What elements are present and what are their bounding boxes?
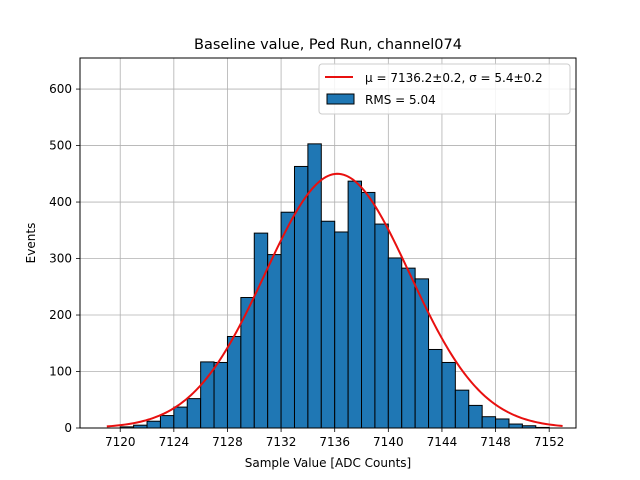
x-tick-label: 7128 <box>212 435 243 449</box>
legend-histogram-swatch <box>326 93 355 105</box>
y-tick-label: 300 <box>49 252 72 266</box>
histogram-bar <box>293 165 309 429</box>
histogram-bar <box>213 361 228 429</box>
y-tick-label: 600 <box>49 82 72 96</box>
y-tick-label: 100 <box>49 365 72 379</box>
legend-fit-mu: μ = 7136.2±0.2, <box>365 71 469 85</box>
histogram-bar <box>495 418 510 429</box>
histogram-bar <box>253 232 269 429</box>
histogram-bar <box>428 348 443 429</box>
histogram-bar <box>280 211 295 429</box>
x-tick-label: 7152 <box>534 435 565 449</box>
x-tick-label: 7132 <box>266 435 297 449</box>
histogram-bar <box>387 257 403 429</box>
x-tick-label: 7148 <box>480 435 511 449</box>
x-tick-label: 7144 <box>427 435 458 449</box>
legend-box <box>318 63 571 115</box>
y-tick-label: 500 <box>49 139 72 153</box>
x-axis-ticks: 7120 7124 7128 7132 7136 7140 7144 7148 7152 <box>105 428 565 449</box>
histogram-bar <box>240 297 255 429</box>
histogram-bar <box>334 231 349 429</box>
legend-fit-label: μ = 7136.2±0.2, σ = 5.4±0.2 <box>365 71 543 85</box>
histogram-bar <box>159 415 175 429</box>
histogram-bar <box>481 416 497 429</box>
chart-title: Baseline value, Ped Run, channel074 <box>194 37 462 53</box>
histogram-bars <box>119 143 550 429</box>
histogram-bar <box>226 335 242 429</box>
x-tick-label: 7140 <box>373 435 404 449</box>
y-axis-label: Events <box>24 223 38 264</box>
histogram-bar <box>441 361 456 429</box>
legend-fit-sigma: σ = 5.4±0.2 <box>469 71 543 85</box>
histogram-bar <box>401 267 416 429</box>
histogram-bar <box>347 180 363 429</box>
gaussian-fit <box>106 172 563 428</box>
histogram-bar <box>186 398 202 429</box>
y-axis-ticks: 0 100 200 300 400 500 600 <box>49 82 80 435</box>
legend-histogram-label: RMS = 5.04 <box>365 93 436 107</box>
histogram-bar <box>374 223 389 429</box>
histogram-bar <box>361 191 376 429</box>
histogram-bar <box>454 389 470 429</box>
plot-frame <box>79 57 577 429</box>
histogram-bar <box>146 420 161 429</box>
x-axis-label: Sample Value [ADC Counts] <box>245 456 411 470</box>
histogram-bar <box>320 220 336 429</box>
y-tick-label: 200 <box>49 308 72 322</box>
x-tick-label: 7120 <box>105 435 136 449</box>
y-tick-label: 400 <box>49 195 72 209</box>
histogram-bar <box>508 423 523 429</box>
histogram-bar <box>173 406 188 429</box>
histogram-bar <box>267 254 282 429</box>
histogram-bar <box>468 404 483 429</box>
y-tick-label: 0 <box>64 421 72 435</box>
fit-curve <box>106 172 563 428</box>
x-tick-label: 7124 <box>159 435 190 449</box>
legend: μ = 7136.2±0.2, σ = 5.4±0.2 RMS = 5.04 <box>318 63 571 115</box>
x-tick-label: 7136 <box>319 435 350 449</box>
